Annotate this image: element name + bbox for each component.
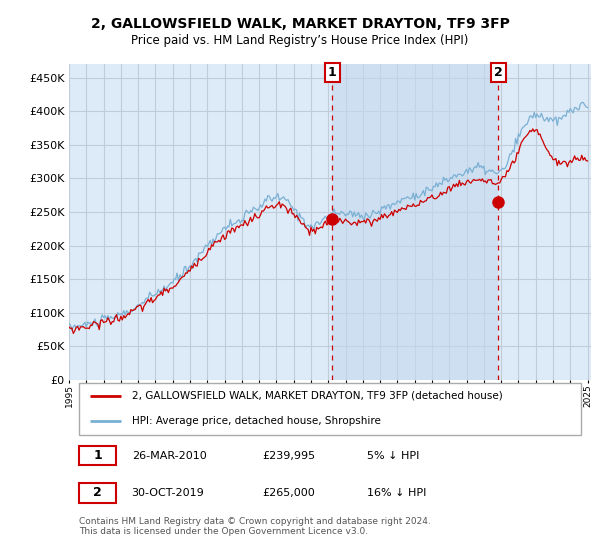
Text: HPI: Average price, detached house, Shropshire: HPI: Average price, detached house, Shro… <box>131 416 380 426</box>
Text: £239,995: £239,995 <box>262 451 315 461</box>
Text: 1: 1 <box>94 449 102 462</box>
Text: £265,000: £265,000 <box>262 488 315 498</box>
FancyBboxPatch shape <box>79 383 581 435</box>
Text: 2: 2 <box>94 487 102 500</box>
Text: Contains HM Land Registry data © Crown copyright and database right 2024.
This d: Contains HM Land Registry data © Crown c… <box>79 517 431 536</box>
Text: Price paid vs. HM Land Registry’s House Price Index (HPI): Price paid vs. HM Land Registry’s House … <box>131 34 469 47</box>
Text: 5% ↓ HPI: 5% ↓ HPI <box>367 451 419 461</box>
Text: 2, GALLOWSFIELD WALK, MARKET DRAYTON, TF9 3FP: 2, GALLOWSFIELD WALK, MARKET DRAYTON, TF… <box>91 16 509 30</box>
Text: 2, GALLOWSFIELD WALK, MARKET DRAYTON, TF9 3FP (detached house): 2, GALLOWSFIELD WALK, MARKET DRAYTON, TF… <box>131 391 502 401</box>
Bar <box>332 64 498 380</box>
Text: 2: 2 <box>494 66 503 79</box>
Text: 30-OCT-2019: 30-OCT-2019 <box>131 488 205 498</box>
FancyBboxPatch shape <box>79 483 116 503</box>
Text: 1: 1 <box>328 66 337 79</box>
Text: 16% ↓ HPI: 16% ↓ HPI <box>367 488 426 498</box>
Text: 26-MAR-2010: 26-MAR-2010 <box>131 451 206 461</box>
FancyBboxPatch shape <box>79 446 116 465</box>
